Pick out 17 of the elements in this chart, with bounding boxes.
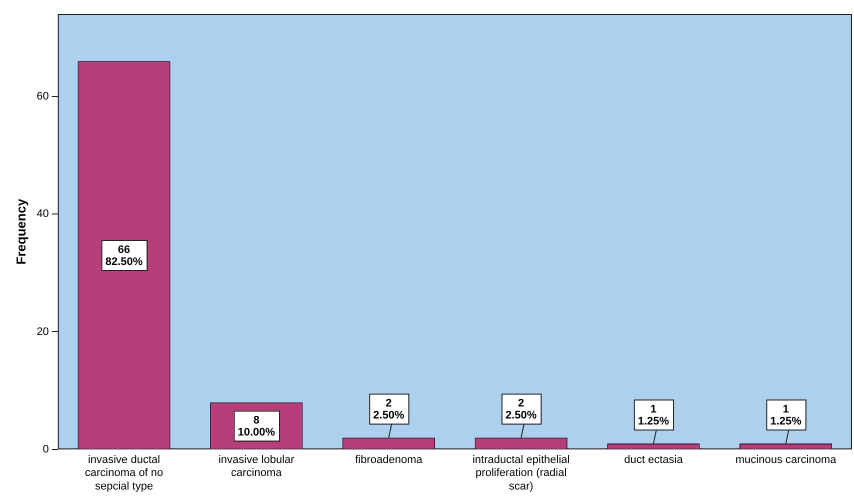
y-tick-label: 0 bbox=[42, 443, 49, 456]
x-tick-label: invasive ductal carcinoma of no sepcial type bbox=[84, 454, 164, 492]
x-tick-label: intraductal epithelial proliferation (radial scar) bbox=[472, 454, 570, 492]
x-tick-label: invasive lobular carcinoma bbox=[218, 454, 295, 480]
data-label: 1 1.25% bbox=[638, 404, 670, 428]
y-axis-title: Frequency bbox=[13, 198, 28, 265]
data-label: 66 82.50% bbox=[105, 244, 143, 268]
y-tick-label: 40 bbox=[36, 208, 49, 220]
data-label: 2 2.50% bbox=[373, 398, 405, 422]
x-tick-label: fibroadenoma bbox=[355, 454, 424, 466]
y-tick-label: 60 bbox=[36, 90, 49, 102]
data-label: 2 2.50% bbox=[505, 398, 537, 422]
x-tick-label: duct ectasia bbox=[624, 454, 684, 466]
data-label: 1 1.25% bbox=[770, 404, 802, 428]
y-tick-label: 20 bbox=[36, 326, 49, 338]
x-tick-label: mucinous carcinoma bbox=[735, 454, 838, 466]
data-label: 8 10.00% bbox=[238, 414, 276, 439]
